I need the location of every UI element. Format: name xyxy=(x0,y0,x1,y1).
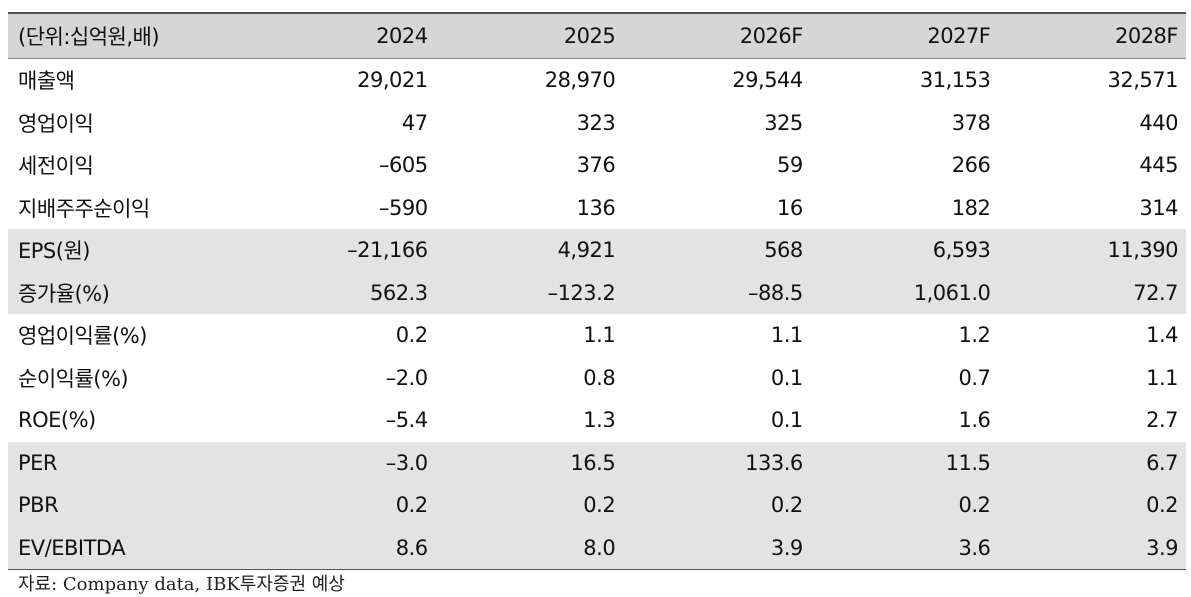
table-body: 매출액 29,021 28,970 29,544 31,153 32,571 영업이익 47 3… xyxy=(8,59,1186,570)
value-cell: 562.3 xyxy=(248,271,436,314)
value-cell: 136 xyxy=(576,195,616,220)
column-header: 2027F xyxy=(810,12,999,59)
value-cell: 4,921 xyxy=(435,229,624,272)
row-label: PBR xyxy=(8,484,248,527)
table-wrap: (단위:십억원,배) 2024 2025 2026F 2027F 2028F 매출액 29,… xyxy=(8,12,1186,570)
financial-table: (단위:십억원,배) 2024 2025 2026F 2027F 2028F 매출액 29,… xyxy=(8,12,1186,570)
value-cell: 378 xyxy=(951,110,991,135)
row-label: 순이익률(%) xyxy=(18,366,129,391)
value-cell: 3.6 xyxy=(810,526,999,570)
value-cell: –88.5 xyxy=(623,271,811,314)
value-cell: 47 xyxy=(401,110,428,135)
column-header: 2028F xyxy=(998,12,1186,59)
value-cell: 59 xyxy=(777,153,803,178)
table-row: 영업이익률(%) 0.2 1.1 1.1 1.2 1.4 xyxy=(8,314,1186,357)
row-label: PER xyxy=(8,441,248,484)
row-label: EV/EBITDA xyxy=(8,526,248,570)
value-cell: –2.0 xyxy=(385,365,428,390)
value-cell: 0.2 xyxy=(435,484,624,527)
row-label: 지배주주순이익 xyxy=(18,196,150,221)
unit-header: (단위:십억원,배) xyxy=(8,12,248,59)
value-cell: 1.4 xyxy=(1146,323,1178,348)
value-cell: 568 xyxy=(623,229,811,272)
table-row: ROE(%) –5.4 1.3 0.1 1.6 2.7 xyxy=(8,399,1186,442)
value-cell: 32,571 xyxy=(1107,68,1179,93)
table-row: PER –3.0 16.5 133.6 11.5 6.7 xyxy=(8,441,1186,484)
value-cell: 8.0 xyxy=(435,526,624,570)
value-cell: 6.7 xyxy=(998,441,1186,484)
value-cell: 182 xyxy=(951,195,991,220)
value-cell: 314 xyxy=(1139,195,1178,220)
value-cell: 0.1 xyxy=(770,408,803,433)
value-cell: 29,021 xyxy=(357,68,428,93)
value-cell: 1,061.0 xyxy=(810,271,999,314)
table-row: 세전이익 –605 376 59 266 445 xyxy=(8,144,1186,187)
value-cell: 16.5 xyxy=(435,441,624,484)
value-cell: 0.2 xyxy=(248,484,436,527)
value-cell: 2.7 xyxy=(1146,408,1178,433)
value-cell: 325 xyxy=(764,110,803,135)
value-cell: 0.8 xyxy=(583,365,616,390)
value-cell: 11.5 xyxy=(810,441,999,484)
value-cell: 31,153 xyxy=(919,68,991,93)
table-row: 매출액 29,021 28,970 29,544 31,153 32,571 xyxy=(8,59,1186,102)
value-cell: 0.2 xyxy=(623,484,811,527)
value-cell: 133.6 xyxy=(623,441,811,484)
row-label: ROE(%) xyxy=(18,408,96,433)
value-cell: 1.2 xyxy=(958,323,991,348)
value-cell: 1.6 xyxy=(958,408,991,433)
value-cell: –3.0 xyxy=(248,441,436,484)
table-row: 지배주주순이익 –590 136 16 182 314 xyxy=(8,187,1186,230)
value-cell: 3.9 xyxy=(623,526,811,570)
value-cell: 0.2 xyxy=(998,484,1186,527)
row-label: EPS(원) xyxy=(8,229,248,272)
value-cell: 1.3 xyxy=(583,408,616,433)
value-cell: 1.1 xyxy=(770,323,803,348)
value-cell: 0.2 xyxy=(810,484,999,527)
row-label: 영업이익률(%) xyxy=(18,324,147,349)
value-cell: 16 xyxy=(777,195,803,220)
value-cell: –605 xyxy=(379,153,428,178)
row-label: 매출액 xyxy=(18,69,75,94)
table-row: 순이익률(%) –2.0 0.8 0.1 0.7 1.1 xyxy=(8,357,1186,400)
value-cell: 29,544 xyxy=(732,68,803,93)
value-cell: 1.1 xyxy=(1146,365,1178,390)
value-cell: –5.4 xyxy=(385,408,428,433)
value-cell: 6,593 xyxy=(810,229,999,272)
row-label: 증가율(%) xyxy=(8,271,248,314)
value-cell: 445 xyxy=(1139,153,1178,178)
table-row: PBR 0.2 0.2 0.2 0.2 0.2 xyxy=(8,484,1186,527)
value-cell: 72.7 xyxy=(998,271,1186,314)
row-label: 세전이익 xyxy=(18,154,94,179)
value-cell: 1.1 xyxy=(583,323,616,348)
value-cell: 0.2 xyxy=(395,323,428,348)
header-row: (단위:십억원,배) 2024 2025 2026F 2027F 2028F xyxy=(8,12,1186,59)
value-cell: 0.1 xyxy=(770,365,803,390)
table-row: 증가율(%) 562.3 –123.2 –88.5 1,061.0 72.7 xyxy=(8,271,1186,314)
column-header: 2026F xyxy=(623,12,811,59)
column-header: 2025 xyxy=(435,12,624,59)
column-header: 2024 xyxy=(248,12,436,59)
source-note: 자료: Company data, IBK투자증권 예상 xyxy=(18,574,345,595)
table-row: EV/EBITDA 8.6 8.0 3.9 3.6 3.9 xyxy=(8,526,1186,570)
value-cell: 28,970 xyxy=(544,68,616,93)
value-cell: –590 xyxy=(379,195,428,220)
value-cell: 3.9 xyxy=(998,526,1186,570)
value-cell: 0.7 xyxy=(958,365,991,390)
table-row: EPS(원) –21,166 4,921 568 6,593 11,390 xyxy=(8,229,1186,272)
value-cell: 323 xyxy=(576,110,616,135)
value-cell: 266 xyxy=(951,153,991,178)
table-row: 영업이익 47 323 325 378 440 xyxy=(8,102,1186,145)
value-cell: 8.6 xyxy=(248,526,436,570)
value-cell: 376 xyxy=(576,153,616,178)
row-label: 영업이익 xyxy=(18,111,94,136)
value-cell: 11,390 xyxy=(998,229,1186,272)
value-cell: –21,166 xyxy=(248,229,436,272)
value-cell: 440 xyxy=(1139,110,1178,135)
value-cell: –123.2 xyxy=(435,271,624,314)
